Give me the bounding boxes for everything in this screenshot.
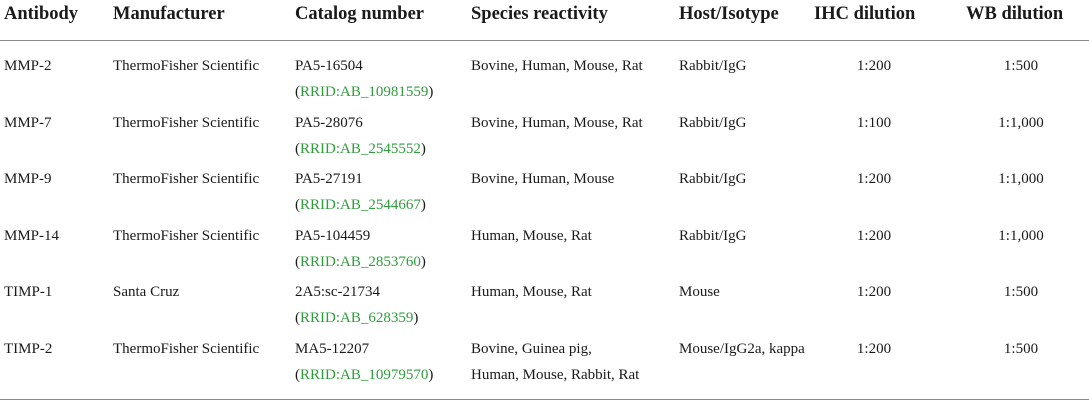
cell-catalog: 2A5:sc-21734 (RRID:AB_628359) [295,279,418,331]
cell-species: Human, Mouse, Rat [471,223,592,249]
header-catalog-number: Catalog number [295,4,424,24]
paren-close: ) [428,366,434,383]
table-row: MMP-14 ThermoFisher Scientific PA5-104459 (… [0,220,1089,276]
cell-ihc-dilution: 1:100 [856,114,892,131]
cell-host-isotype: Rabbit/IgG [679,114,747,131]
rrid-line: (RRID:AB_2545552) [295,136,426,162]
cell-wb-dilution: 1:1,000 [998,171,1044,187]
paren-close: ) [413,310,419,326]
cell-host-isotype: Mouse/IgG2a, kappa [679,340,805,357]
paren-open: ( [295,366,300,383]
cell-host-isotype: Rabbit/IgG [679,58,747,74]
catalog-number: PA5-27191 [295,171,363,187]
rrid-link[interactable]: RRID:AB_2853760 [300,253,421,270]
paren-open: ( [295,253,300,270]
cell-host-isotype: Rabbit/IgG [679,171,747,187]
cell-species: Bovine, Human, Mouse, Rat [471,53,643,79]
cell-host-isotype: Mouse [679,284,720,300]
bottom-rule [0,399,1089,400]
rrid-line: (RRID:AB_628359) [295,305,418,331]
rrid-line: (RRID:AB_2853760) [295,249,426,275]
catalog-number: PA5-104459 [295,227,371,244]
cell-wb-dilution: 1:500 [1003,58,1039,74]
cell-antibody: MMP-14 [4,227,60,244]
rrid-link[interactable]: RRID:AB_10979570 [300,366,429,383]
paren-close: ) [420,253,426,270]
species-line: Bovine, Human, Mouse, Rat [471,114,643,131]
cell-ihc-dilution: 1:200 [856,58,892,74]
rrid-link[interactable]: RRID:AB_10981559 [300,84,429,100]
cell-ihc-dilution: 1:200 [856,284,892,300]
rrid-line: (RRID:AB_2544667) [295,192,426,218]
rrid-link[interactable]: RRID:AB_628359 [300,310,414,326]
table-row: MMP-9 ThermoFisher Scientific PA5-27191 (RR… [0,163,1089,219]
cell-antibody: MMP-2 [4,58,52,74]
cell-species: Bovine, Human, Mouse, Rat [471,110,643,136]
paren-close: ) [420,197,426,213]
catalog-number: 2A5:sc-21734 [295,284,380,300]
cell-manufacturer: Santa Cruz [113,284,180,300]
species-line: Human, Mouse, Rat [471,227,592,244]
header-wb-dilution: WB dilution [966,4,1064,24]
cell-manufacturer: ThermoFisher Scientific [113,114,260,131]
table-row: MMP-7 ThermoFisher Scientific PA5-28076 (RR… [0,107,1089,163]
cell-ihc-dilution: 1:200 [856,340,892,357]
cell-species: Human, Mouse, Rat [471,279,592,305]
cell-wb-dilution: 1:1,000 [998,227,1044,244]
table-row: TIMP-1 Santa Cruz 2A5:sc-21734 (RRID:AB_628… [0,276,1089,332]
cell-antibody: TIMP-1 [4,284,53,300]
cell-manufacturer: ThermoFisher Scientific [113,171,260,187]
cell-catalog: PA5-16504 (RRID:AB_10981559) [295,53,433,105]
paren-open: ( [295,140,300,157]
table-row: MMP-2 ThermoFisher Scientific PA5-16504 (RR… [0,50,1089,106]
rrid-link[interactable]: RRID:AB_2544667 [300,197,421,213]
cell-ihc-dilution: 1:200 [856,227,892,244]
rrid-line: (RRID:AB_10979570) [295,362,433,388]
header-species-reactivity: Species reactivity [471,4,608,24]
rrid-link[interactable]: RRID:AB_2545552 [300,140,421,157]
cell-manufacturer: ThermoFisher Scientific [113,227,260,244]
catalog-number: MA5-12207 [295,340,370,357]
paren-close: ) [428,84,434,100]
cell-catalog: MA5-12207 (RRID:AB_10979570) [295,336,433,388]
paren-open: ( [295,84,300,100]
header-host-isotype: Host/Isotype [679,4,779,24]
cell-ihc-dilution: 1:200 [856,171,892,187]
paren-open: ( [295,310,300,326]
header-antibody: Antibody [4,4,79,24]
species-line: Bovine, Human, Mouse, Rat [471,58,643,74]
cell-wb-dilution: 1:500 [1003,284,1039,300]
paren-open: ( [295,197,300,213]
header-manufacturer: Manufacturer [113,4,225,24]
cell-wb-dilution: 1:1,000 [998,114,1044,131]
rrid-line: (RRID:AB_10981559) [295,79,433,105]
species-line: Bovine, Guinea pig, [471,340,592,357]
cell-wb-dilution: 1:500 [1003,340,1039,357]
cell-manufacturer: ThermoFisher Scientific [113,58,260,74]
species-line: Bovine, Human, Mouse [471,171,615,187]
cell-manufacturer: ThermoFisher Scientific [113,340,260,357]
cell-antibody: MMP-7 [4,114,52,131]
table-header: Antibody Manufacturer Catalog number Spe… [0,0,1089,42]
cell-catalog: PA5-28076 (RRID:AB_2545552) [295,110,426,162]
cell-species: Bovine, Human, Mouse [471,166,614,192]
cell-antibody: MMP-9 [4,171,52,187]
cell-catalog: PA5-27191 (RRID:AB_2544667) [295,166,426,218]
catalog-number: PA5-16504 [295,58,363,74]
cell-species: Bovine, Guinea pig, Human, Mouse, Rabbit,… [471,336,639,388]
cell-catalog: PA5-104459 (RRID:AB_2853760) [295,223,426,275]
catalog-number: PA5-28076 [295,114,363,131]
header-ihc-dilution: IHC dilution [814,4,916,24]
table-row: TIMP-2 ThermoFisher Scientific MA5-12207 (R… [0,333,1089,389]
species-line: Human, Mouse, Rat [471,284,592,300]
cell-antibody: TIMP-2 [4,340,53,357]
cell-host-isotype: Rabbit/IgG [679,227,747,244]
paren-close: ) [420,140,426,157]
species-line: Human, Mouse, Rabbit, Rat [471,366,640,383]
header-rule [0,40,1089,41]
